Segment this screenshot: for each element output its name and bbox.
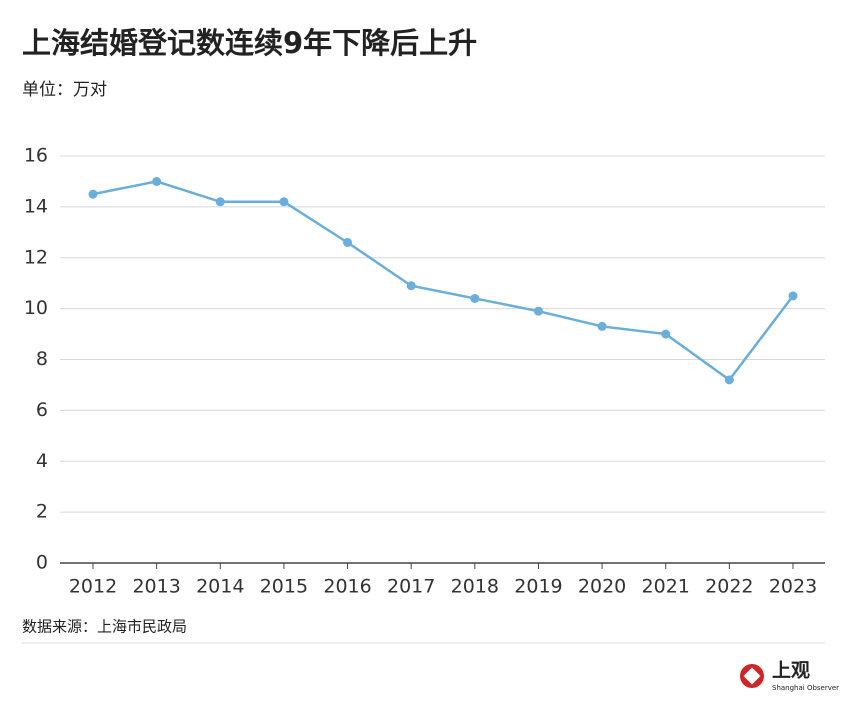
point: [661, 329, 671, 339]
point: [788, 291, 798, 301]
x-tick-label: 2013: [132, 576, 180, 598]
point: [279, 197, 289, 207]
x-tick-label: 2019: [514, 576, 562, 598]
point: [152, 176, 162, 186]
logo: 上观 Shanghai Observer: [740, 660, 839, 692]
chart-title: 上海结婚登记数连续9年下降后上升: [22, 26, 477, 60]
point: [597, 321, 607, 331]
x-tick-label: 2017: [387, 576, 435, 598]
y-tick-label: 10: [24, 297, 48, 319]
y-tick-label: 0: [36, 552, 48, 574]
y-tick-label: 2: [36, 501, 48, 523]
logo-icon-inner: [743, 667, 761, 685]
x-tick-label: 2014: [196, 576, 244, 598]
point: [343, 237, 353, 247]
point: [88, 189, 98, 199]
point: [470, 293, 480, 303]
point: [406, 281, 416, 291]
logo-name: 上观: [772, 660, 810, 682]
x-tick-label: 2023: [769, 576, 817, 598]
x-tick-label: 2016: [323, 576, 371, 598]
source-note: 数据来源：上海市民政局: [22, 618, 187, 636]
y-tick-label: 12: [24, 246, 48, 268]
x-tick-label: 2022: [705, 576, 753, 598]
y-tick-label: 4: [36, 450, 48, 472]
line: [92, 180, 794, 382]
y-tick-label: 14: [24, 195, 48, 217]
x-tick-label: 2021: [642, 576, 690, 598]
y-tick-label: 16: [24, 145, 48, 167]
x-tick-label: 2015: [260, 576, 308, 598]
x-tick-label: 2012: [69, 576, 117, 598]
point: [215, 197, 225, 207]
x-tick-label: 2020: [578, 576, 626, 598]
point: [533, 306, 543, 316]
logo-subtitle: Shanghai Observer: [772, 684, 839, 692]
point: [724, 375, 734, 385]
y-tick-label: 8: [36, 348, 48, 370]
y-tick-label: 6: [36, 399, 48, 421]
x-tick-label: 2018: [451, 576, 499, 598]
chart-subtitle: 单位：万对: [22, 80, 107, 100]
